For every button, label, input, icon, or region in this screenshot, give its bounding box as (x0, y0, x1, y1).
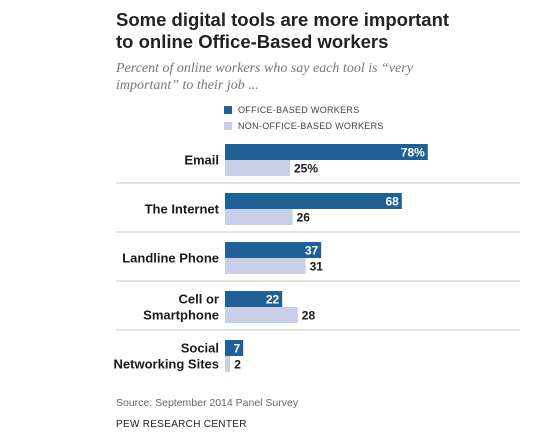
non-office-value-label: 28 (302, 309, 316, 323)
category-label: Smartphone (143, 308, 219, 323)
non-office-bar (225, 160, 290, 176)
category-label: Landline Phone (122, 251, 219, 266)
office-bar (225, 242, 322, 258)
legend-item-office: OFFICE-BASED WORKERS (224, 102, 384, 118)
non-office-bar (225, 307, 298, 323)
chart-legend: OFFICE-BASED WORKERS NON-OFFICE-BASED WO… (224, 102, 384, 134)
legend-label-office: OFFICE-BASED WORKERS (238, 105, 360, 115)
non-office-value-label: 31 (310, 260, 324, 274)
non-office-bar (225, 356, 231, 372)
non-office-bar (225, 209, 293, 225)
office-bar (225, 144, 428, 160)
category-label: Cell or (179, 292, 219, 307)
legend-swatch-office (224, 106, 232, 114)
non-office-value-label: 26 (297, 211, 311, 225)
legend-swatch-non-office (224, 122, 232, 130)
legend-label-non-office: NON-OFFICE-BASED WORKERS (238, 121, 384, 131)
organization-credit: PEW RESEARCH CENTER (116, 419, 247, 430)
chart-subtitle-line-1: Percent of online workers who say each t… (116, 61, 413, 76)
chart-title-line-1: Some digital tools are more important (116, 9, 450, 30)
office-value-label: 7 (234, 342, 241, 356)
office-bar (225, 340, 244, 356)
category-label: The Internet (145, 202, 220, 217)
legend-item-non-office: NON-OFFICE-BASED WORKERS (224, 118, 384, 134)
category-label: Networking Sites (114, 357, 219, 372)
category-label: Social (181, 341, 219, 356)
office-value-label: 78% (401, 146, 425, 160)
non-office-value-label: 2 (234, 358, 241, 372)
office-bar (225, 291, 283, 307)
office-value-label: 22 (266, 293, 280, 307)
chart-subtitle-line-2: important” to their job ... (116, 78, 259, 93)
source-note: Source: September 2014 Panel Survey (116, 397, 299, 409)
non-office-bar (225, 258, 306, 274)
chart-title: Some digital tools are more important to… (116, 9, 526, 53)
non-office-value-label: 25% (294, 162, 318, 176)
chart-subtitle: Percent of online workers who say each t… (116, 60, 536, 94)
office-value-label: 68 (385, 195, 399, 209)
chart-title-line-2: to online Office-Based workers (116, 31, 389, 52)
office-bar (225, 193, 402, 209)
category-label: Email (184, 153, 219, 168)
office-value-label: 37 (305, 244, 319, 258)
